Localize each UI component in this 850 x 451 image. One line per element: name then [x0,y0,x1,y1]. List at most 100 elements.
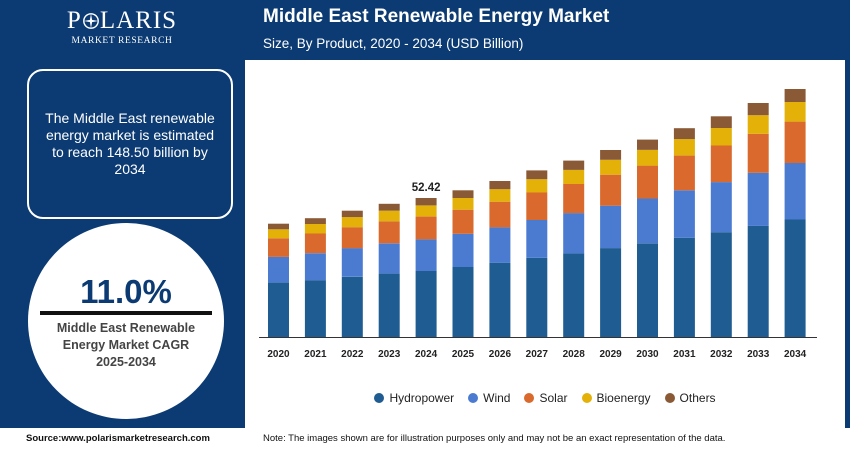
bar-bioenergy-2031 [673,139,695,156]
legend-label-hydropower: Hydropower [389,391,455,405]
legend-item-solar: Solar [524,391,568,405]
bar-hydropower-2033 [747,225,769,337]
bar-bioenergy-2024 [415,205,437,217]
cagr-label-line-2: Energy Market CAGR [62,338,190,352]
legend-label-wind: Wind [483,391,511,405]
bar-others-2026 [489,181,511,190]
bar-others-2024 [415,198,437,206]
bar-wind-2026 [489,227,511,263]
bar-others-2023 [378,203,400,211]
x-tick-label-2032: 2032 [710,349,733,360]
bar-hydropower-2030 [637,243,658,337]
bar-hydropower-2032 [710,232,732,337]
x-tick-label-2021: 2021 [304,349,327,360]
bar-others-2020 [268,223,289,230]
bar-others-2029 [600,150,622,160]
legend-swatch-bioenergy [581,393,592,403]
bar-bioenergy-2034 [784,102,806,122]
bar-solar-2033 [747,133,769,173]
bar-solar-2021 [304,233,326,254]
legend-swatch-others [664,393,675,403]
x-tick-label-2031: 2031 [673,349,696,360]
chart-panel: 2020 2021 2022 2023 2024 52.42 2025 2026 2027 202… [245,60,845,428]
bar-wind-2020 [268,256,289,283]
x-tick-label-2026: 2026 [489,349,512,360]
source-text: Source:www.polarismarketresearch.com [26,433,210,444]
bar-bioenergy-2027 [526,179,548,193]
market-estimate-text: The Middle East renewable energy market … [45,110,215,177]
bar-hydropower-2025 [452,267,474,337]
x-tick-label-2027: 2027 [526,349,549,360]
bar-hydropower-2024 [415,270,437,337]
bar-others-2025 [452,190,474,198]
bar-bioenergy-2030 [637,150,658,166]
bar-wind-2031 [673,190,695,238]
x-tick-label-2025: 2025 [452,349,475,360]
bar-hydropower-2034 [784,219,806,337]
cagr-divider [40,311,212,315]
bar-hydropower-2027 [526,258,548,337]
legend-item-bioenergy: Bioenergy [581,391,651,405]
market-estimate-box: The Middle East renewable energy market … [27,69,233,219]
bar-bioenergy-2022 [341,217,363,228]
bar-solar-2030 [637,165,658,199]
cagr-label-line-3: 2025-2034 [96,355,156,369]
bar-bioenergy-2029 [600,159,622,175]
bar-hydropower-2021 [304,280,326,337]
x-tick-label-2029: 2029 [599,349,622,360]
logo-name-suffix: LARIS [99,7,178,34]
legend-swatch-wind [468,393,479,403]
bar-wind-2025 [452,233,474,267]
bar-solar-2027 [526,192,548,220]
bar-solar-2031 [673,155,695,191]
bar-wind-2024 [415,239,437,271]
chart-title: Middle East Renewable Energy Market [263,6,610,27]
bar-bioenergy-2028 [563,169,585,184]
bar-solar-2028 [563,183,585,214]
bar-wind-2034 [784,163,806,220]
bar-hydropower-2031 [673,237,695,337]
bar-solar-2026 [489,201,511,228]
cagr-circle: 11.0% Middle East Renewable Energy Marke… [28,223,224,419]
bar-bioenergy-2020 [268,229,289,239]
legend-label-bioenergy: Bioenergy [596,391,651,405]
polaris-logo: P LARIS MARKET RESEARCH [62,8,182,52]
bar-others-2030 [637,139,658,150]
bar-wind-2027 [526,220,548,258]
compass-star-icon [82,13,99,29]
bar-wind-2022 [341,248,363,277]
bar-others-2031 [673,128,695,140]
x-tick-label-2024: 2024 [415,349,438,360]
x-tick-label-2020: 2020 [267,349,290,360]
stacked-bar-chart: 2020 2021 2022 2023 2024 52.42 2025 2026 2027 202… [259,89,817,360]
bar-others-2034 [784,89,806,102]
disclaimer-note: Note: The images shown are for illustrat… [263,433,726,444]
legend-item-wind: Wind [468,391,510,405]
logo-subtitle: MARKET RESEARCH [71,36,173,46]
bar-wind-2032 [710,182,732,233]
bar-others-2027 [526,170,548,180]
cagr-label-line-1: Middle East Renewable [56,321,196,335]
legend-label-solar: Solar [539,391,568,405]
bar-hydropower-2029 [600,248,622,337]
legend-swatch-hydropower [374,393,385,403]
bar-wind-2023 [378,243,400,274]
bar-hydropower-2023 [378,273,400,337]
chart-legend: Hydropower Wind Solar Bioenergy Others [245,389,845,407]
bar-bioenergy-2025 [452,198,474,210]
bar-hydropower-2020 [268,282,289,337]
x-tick-label-2034: 2034 [784,349,807,360]
logo-name: P LARIS [62,8,182,34]
bar-bioenergy-2023 [378,210,400,222]
bar-others-2032 [710,116,732,128]
bar-solar-2032 [710,145,732,183]
bar-bioenergy-2033 [747,115,769,134]
bar-others-2033 [747,103,769,116]
bar-others-2021 [304,218,326,224]
logo-name-prefix: P [66,7,82,34]
bar-wind-2029 [600,205,622,249]
legend-swatch-solar [524,393,535,403]
bar-wind-2030 [637,198,658,244]
bar-hydropower-2022 [341,276,363,337]
